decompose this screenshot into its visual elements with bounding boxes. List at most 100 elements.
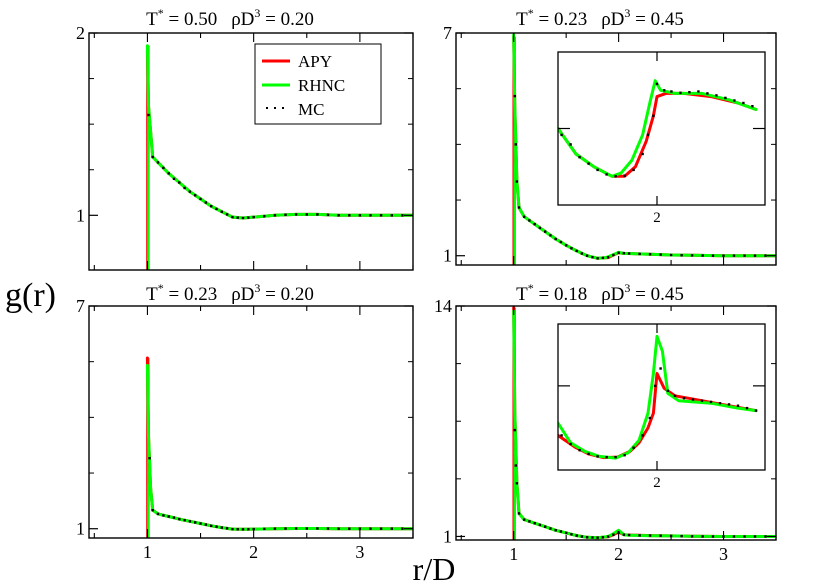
mc-data-point <box>390 214 393 217</box>
mc-data-point <box>515 482 519 485</box>
inset-mc-data-point <box>569 442 572 446</box>
x-tick-label: 3 <box>719 544 728 564</box>
inset-rhnc-line <box>558 334 758 460</box>
plot-frame <box>88 305 414 539</box>
mc-data-point <box>528 219 531 222</box>
mc-data-point <box>538 226 542 230</box>
legend-mc-label: MC <box>298 100 324 119</box>
mc-data-point <box>648 534 652 537</box>
mc-data-point <box>764 535 767 538</box>
mc-data-point <box>515 180 519 183</box>
inset-rhnc-line <box>558 79 758 178</box>
legend: APY RHNC MC <box>254 43 382 125</box>
mc-data-point <box>575 534 578 537</box>
mc-data-point <box>659 534 662 537</box>
mc-data-point <box>220 210 223 213</box>
inset-mc-data-point <box>663 89 666 92</box>
mc-data-point <box>358 527 362 530</box>
mc-data-point <box>606 535 610 538</box>
inset-mc-data-point <box>632 446 635 449</box>
mc-data-point <box>711 535 715 538</box>
mc-data-point <box>591 536 594 539</box>
mc-data-point <box>517 512 521 515</box>
panel-title: T* = 0.23 ρD3 = 0.45 <box>516 6 684 30</box>
mc-data-point <box>305 213 308 216</box>
panel-bottom-right: T* = 0.18 ρD3 = 0.45 14 1 1 2 3 2 <box>434 281 777 564</box>
mc-data-point <box>194 521 197 524</box>
inset-mc-data-point <box>614 175 617 178</box>
mc-data-point <box>316 527 319 530</box>
series-group <box>145 44 413 270</box>
inset-mc-data-point <box>614 455 617 459</box>
inset-mc-data-point <box>641 434 644 437</box>
mc-data-point <box>241 216 245 220</box>
panel-bottom-left: T* = 0.23 ρD3 = 0.20 7 1 1 2 3 <box>76 281 414 562</box>
inset-mc-data-point <box>587 452 590 456</box>
mc-data-point <box>273 214 277 217</box>
inset-mc-data-point <box>560 133 563 137</box>
inset-mc-data-point <box>632 168 635 172</box>
x-tick-label: 1 <box>509 544 518 564</box>
inset-mc-data-point <box>733 99 736 102</box>
mc-data-point <box>241 528 245 531</box>
mc-data-point <box>580 252 584 255</box>
y-axis-label: g(r) <box>5 277 56 314</box>
y-tick-label: 2 <box>76 23 85 43</box>
y-tick-label: 1 <box>443 246 452 266</box>
inset-mc-data-point <box>736 404 740 407</box>
inset-mc-data-point <box>623 174 626 177</box>
mc-data-point <box>680 534 683 538</box>
mc-data-point <box>183 519 186 522</box>
mc-data-point <box>231 215 234 219</box>
mc-data-point <box>517 206 521 209</box>
mc-data-point <box>538 523 542 527</box>
inset-mc-data-point <box>641 152 644 156</box>
mc-data-point <box>669 253 673 257</box>
mc-data-point <box>194 194 197 197</box>
mc-data-point <box>284 527 287 530</box>
mc-data-point <box>337 214 340 217</box>
mc-data-point <box>753 535 757 538</box>
mc-data-point <box>585 536 589 539</box>
mc-data-point <box>178 517 181 521</box>
plot-frame <box>455 305 777 541</box>
series-apy-line <box>145 356 413 531</box>
y-tick-label: 1 <box>76 519 85 539</box>
inset-mc-data-point <box>742 101 745 105</box>
mc-data-point <box>348 527 351 530</box>
plot-area: 14 1 1 2 3 <box>434 296 777 564</box>
mc-data-point <box>612 253 615 257</box>
y-tick-label: 7 <box>443 23 452 43</box>
inset-mc-data-point <box>648 416 651 420</box>
mc-data-point <box>369 527 372 530</box>
mc-data-point <box>247 216 250 219</box>
mc-data-point <box>167 515 170 518</box>
y-tick-label: 14 <box>434 296 452 316</box>
mc-data-point <box>549 234 552 237</box>
mc-data-point <box>559 240 563 244</box>
mc-data-point <box>528 520 531 523</box>
inset-mc-data-point <box>596 168 599 172</box>
mc-data-point <box>210 524 213 527</box>
plot-area: 7 1 1 2 3 <box>76 296 414 562</box>
inset-mc-data-point <box>718 402 722 405</box>
mc-data-point <box>305 527 308 530</box>
mc-data-point <box>722 254 725 257</box>
mc-data-point <box>167 172 170 175</box>
mc-data-point <box>514 464 517 467</box>
plot-area: 71 <box>443 23 777 266</box>
mc-data-point <box>544 525 547 528</box>
panel-title: T* = 0.50 ρD3 = 0.20 <box>146 6 314 30</box>
mc-data-point <box>231 527 234 531</box>
x-tick-label: 2 <box>614 544 623 564</box>
mc-data-point <box>379 214 383 217</box>
mc-data-point <box>316 213 319 216</box>
inset-mc-data-point <box>670 90 673 93</box>
mc-data-point <box>554 237 557 241</box>
mc-data-point <box>580 535 584 538</box>
inset-mc-data-point <box>654 384 657 388</box>
mc-data-point <box>348 214 351 217</box>
inset-mc-data-point <box>578 156 581 159</box>
inset-mc-data-point <box>560 434 563 437</box>
